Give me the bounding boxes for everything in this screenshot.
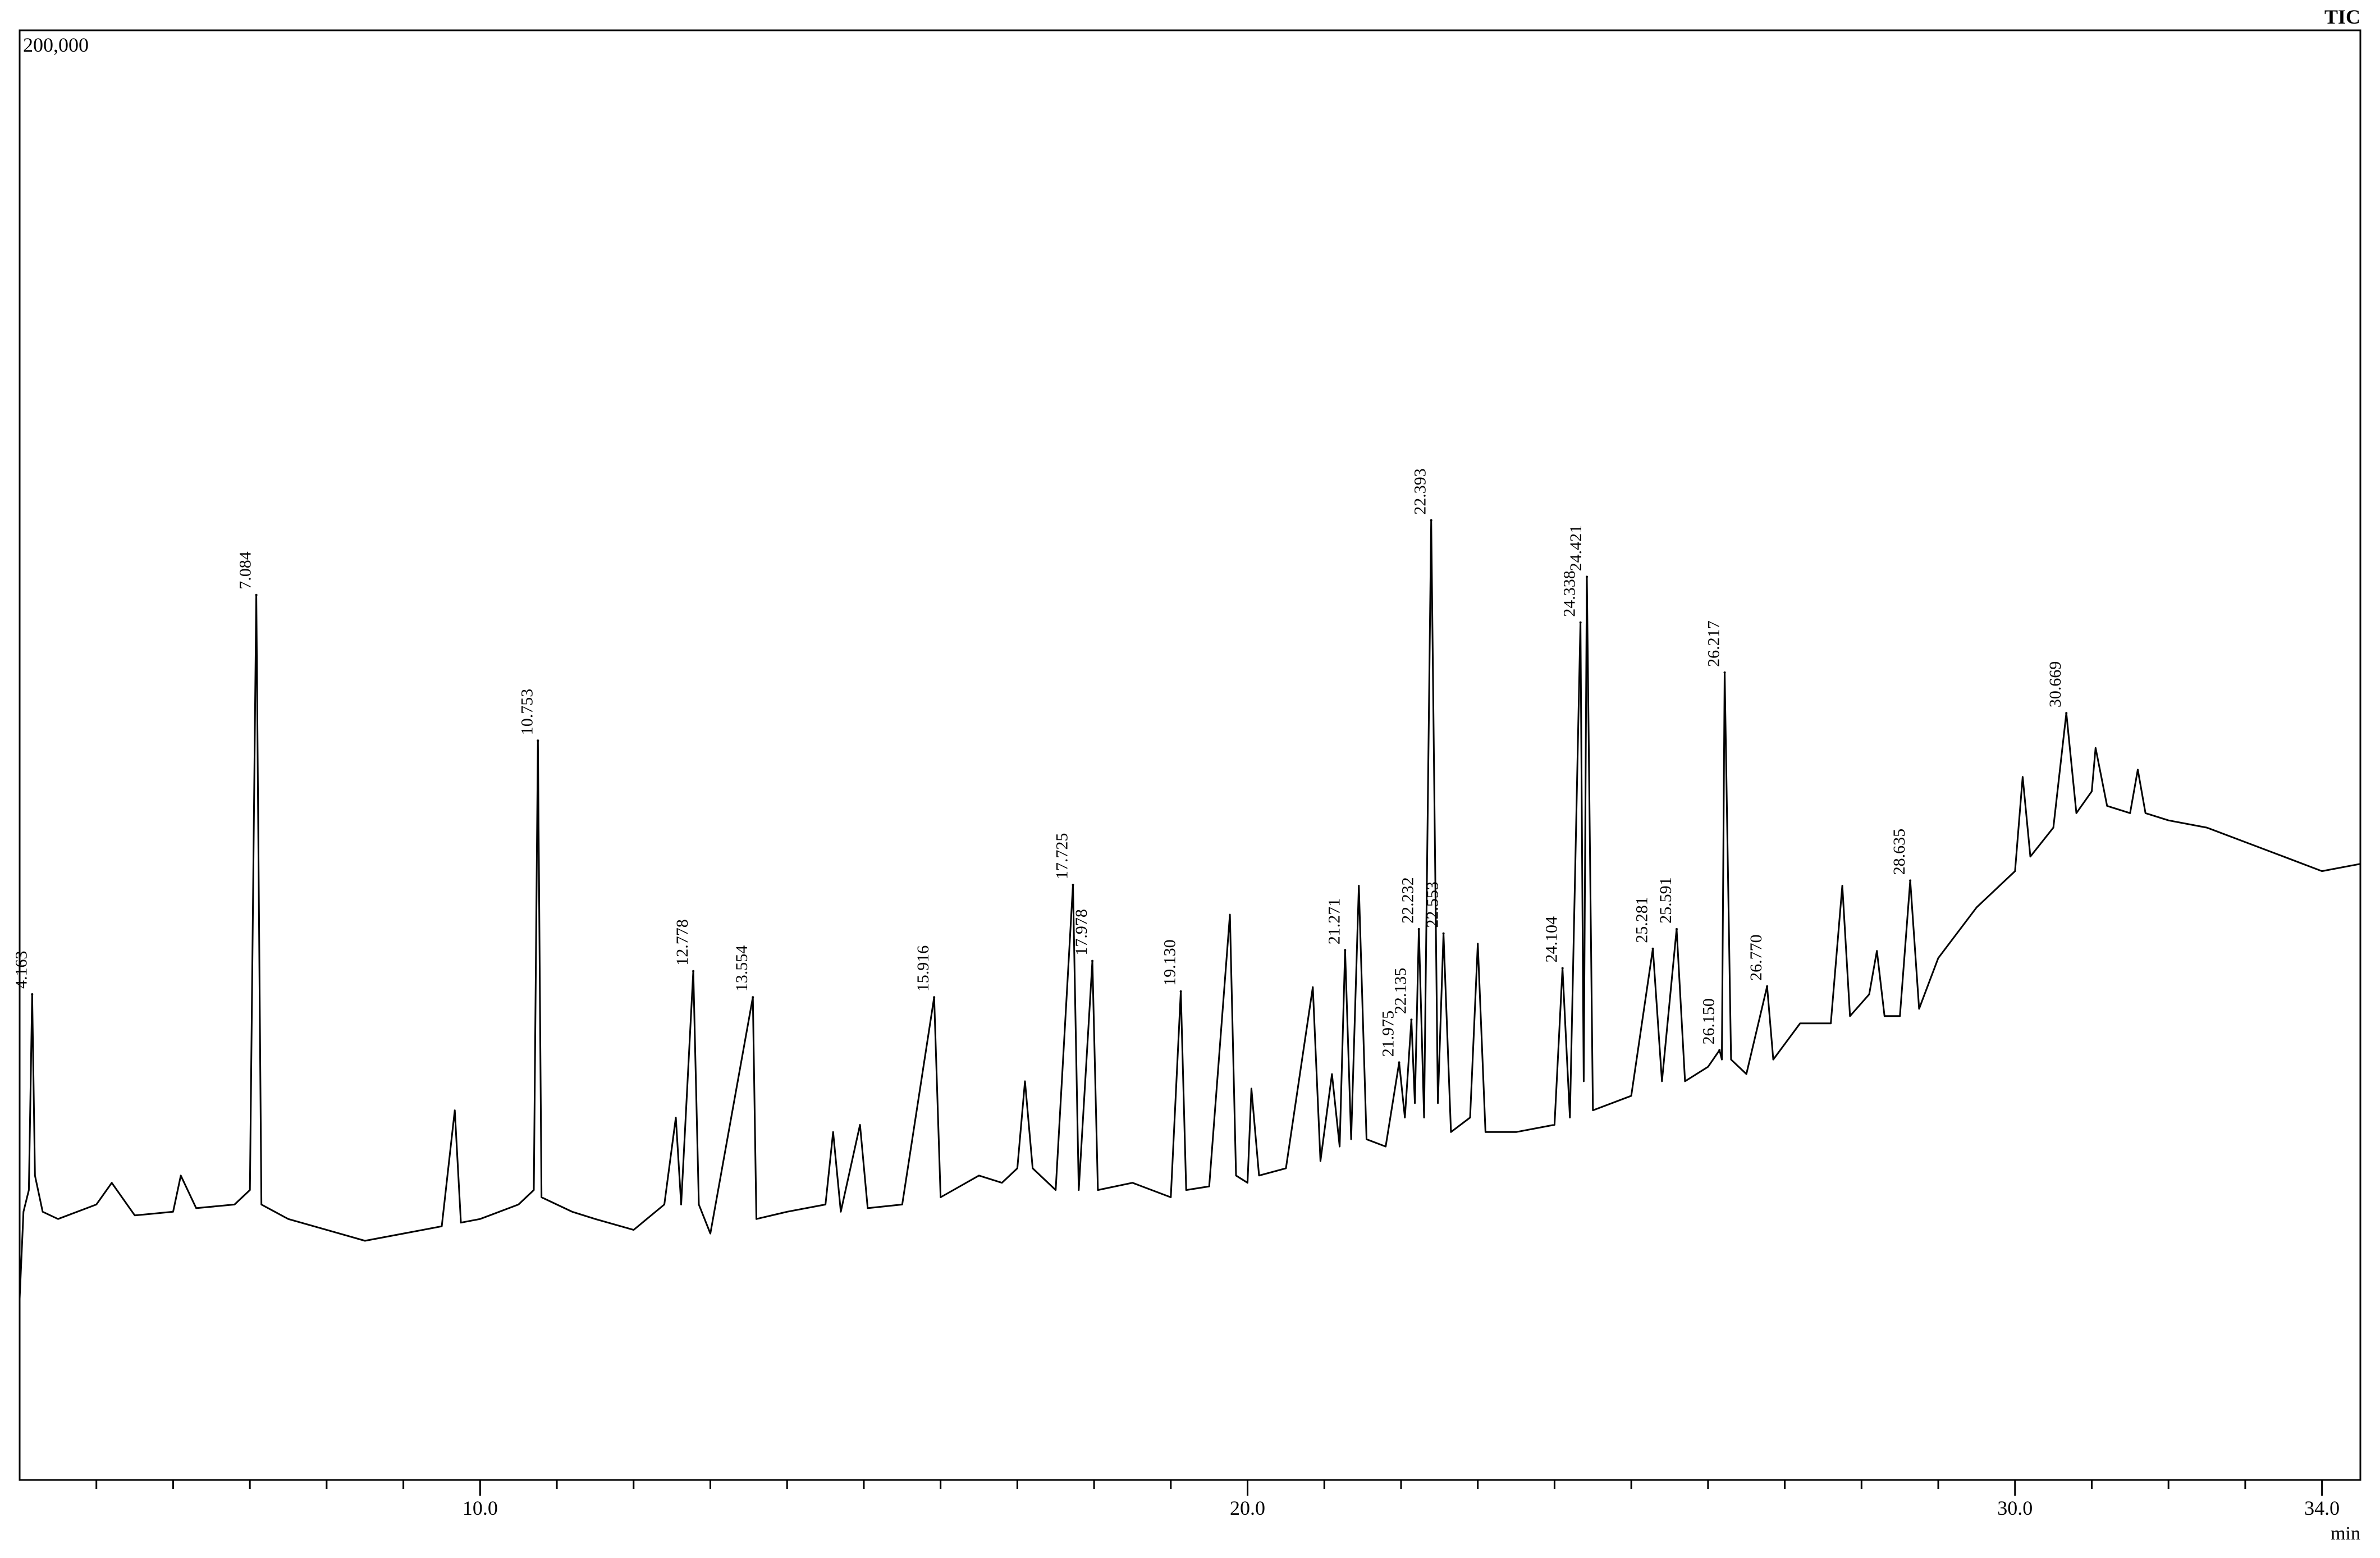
peak-label: 24.104	[1543, 916, 1561, 963]
peak-label: 17.725	[1053, 833, 1072, 880]
x-tick-label: 10.0	[463, 1497, 498, 1519]
peak-label: 15.916	[914, 945, 932, 992]
peak-apex	[1651, 947, 1654, 950]
peak-apex	[1561, 967, 1564, 970]
peak-label: 22.232	[1399, 877, 1417, 924]
peak-apex	[1410, 1018, 1413, 1021]
plot-frame	[19, 29, 2361, 1481]
peak-label: 17.978	[1072, 909, 1091, 956]
peak-label: 19.130	[1161, 939, 1179, 986]
peak-label: 21.271	[1325, 898, 1343, 945]
x-tick-label: 34.0	[2304, 1497, 2340, 1519]
peak-label: 26.150	[1699, 998, 1718, 1045]
signal-label: TIC	[2324, 6, 2360, 28]
peak-label: 4.163	[12, 951, 30, 989]
peak-apex	[1442, 932, 1445, 935]
peak-apex	[1675, 928, 1678, 930]
peak-label: 12.778	[673, 919, 692, 966]
peak-label: 10.753	[518, 689, 536, 735]
peak-apex	[1430, 519, 1432, 522]
y-tick-label: 200,000	[23, 34, 89, 56]
peak-label: 28.635	[1890, 829, 1908, 875]
peak-apex	[752, 996, 754, 999]
x-axis-label: min	[2331, 1523, 2360, 1544]
peak-label: 22.135	[1391, 968, 1409, 1015]
peak-label: 22.553	[1424, 881, 1442, 928]
peak-label: 21.975	[1379, 1011, 1398, 1057]
peak-apex	[692, 970, 695, 972]
peak-label: 22.393	[1411, 468, 1430, 515]
peak-label: 13.554	[733, 945, 751, 992]
peak-label: 7.084	[236, 551, 255, 590]
peak-apex	[2065, 712, 2068, 715]
peak-apex	[1579, 621, 1582, 624]
peak-apex	[1072, 884, 1074, 887]
peak-label: 24.338	[1560, 570, 1579, 617]
peak-label: 26.770	[1747, 934, 1765, 981]
peak-apex	[933, 996, 936, 999]
x-tick-label: 20.0	[1230, 1497, 1265, 1519]
peak-apex	[1723, 671, 1726, 674]
peak-apex	[31, 993, 34, 996]
peak-apex	[1398, 1061, 1400, 1064]
peak-apex	[1766, 985, 1769, 988]
peak-apex	[1585, 575, 1588, 578]
peak-apex	[1909, 879, 1912, 882]
peak-apex	[537, 739, 539, 742]
x-tick-label: 30.0	[1997, 1497, 2033, 1519]
peak-apex	[1417, 928, 1420, 930]
peak-apex	[1718, 1049, 1721, 1052]
peak-label: 30.669	[2046, 661, 2065, 708]
peak-apex	[255, 593, 258, 596]
peak-label: 24.421	[1567, 525, 1585, 572]
peak-apex	[1091, 960, 1094, 962]
trace	[19, 519, 2361, 1299]
peak-label: 26.217	[1705, 620, 1723, 667]
peak-label: 25.281	[1633, 897, 1651, 943]
peak-apex	[1179, 990, 1182, 993]
peak-label: 25.591	[1656, 877, 1675, 924]
peak-apex	[1344, 949, 1347, 952]
